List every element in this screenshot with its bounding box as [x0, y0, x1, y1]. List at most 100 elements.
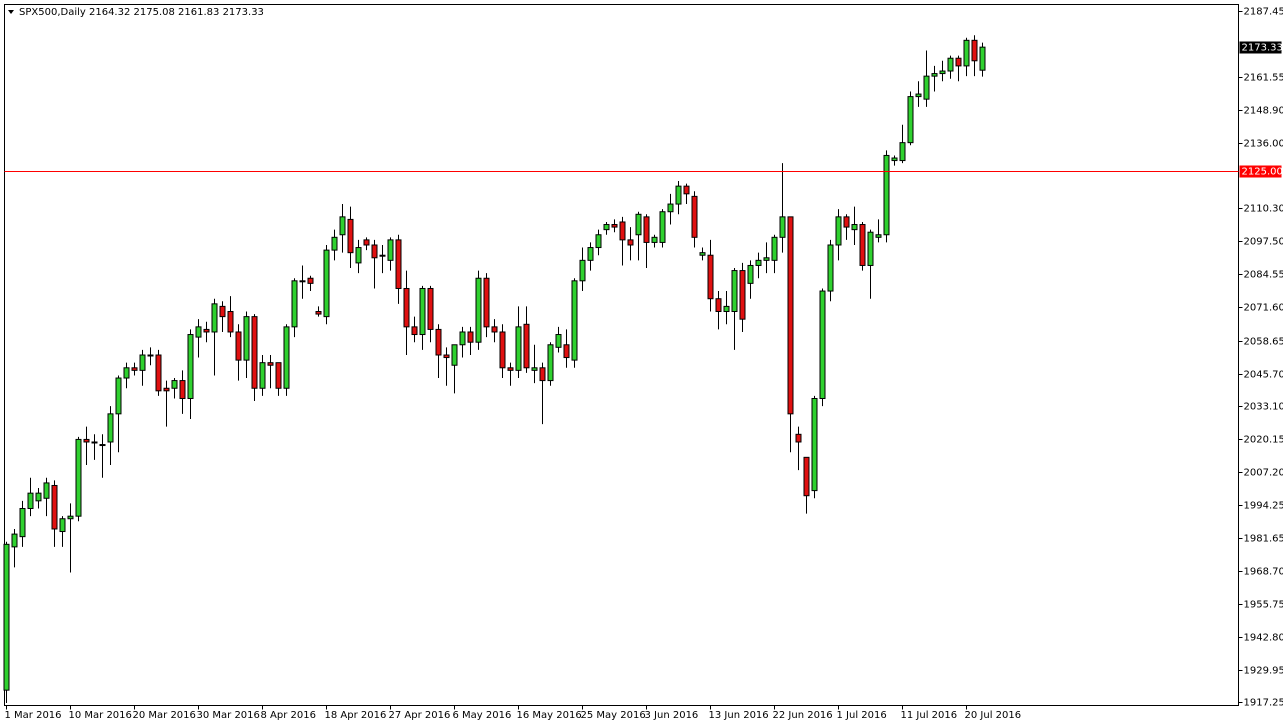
candle-body	[891, 157, 898, 162]
candle-body	[915, 93, 922, 98]
candle-body	[843, 216, 850, 228]
plot-frame	[4, 4, 1239, 706]
candle-body	[619, 221, 626, 241]
candle-body	[347, 218, 354, 254]
candle-body	[219, 305, 226, 318]
candle-body	[243, 316, 250, 361]
candle-body	[419, 287, 426, 336]
candle-body	[763, 257, 770, 261]
candle-body	[819, 290, 826, 399]
x-tick-label: 22 Jun 2016	[773, 710, 833, 721]
candle-body	[683, 185, 690, 195]
candle-body	[923, 75, 930, 100]
x-tick-label: 30 Mar 2016	[197, 710, 260, 721]
x-tick-label: 18 Apr 2016	[325, 710, 387, 721]
candle-body	[635, 213, 642, 236]
candle-body	[467, 331, 474, 343]
candle-body	[779, 216, 786, 238]
candle-body	[603, 224, 610, 231]
candle-body	[715, 298, 722, 313]
candle-body	[827, 244, 834, 292]
candle-body	[131, 367, 138, 371]
candle-body	[515, 326, 522, 371]
y-tick-label: 1942.80	[1244, 633, 1283, 644]
candle-body	[723, 305, 730, 313]
candle-body	[555, 334, 562, 348]
y-tick-label: 2071.60	[1244, 303, 1283, 314]
candle-body	[475, 277, 482, 343]
x-tick-label: 3 Jun 2016	[645, 710, 699, 721]
candle-body	[523, 323, 530, 369]
candle-body	[251, 316, 258, 389]
candle-body	[139, 354, 146, 371]
candle-body	[267, 362, 274, 366]
price-label: 2173.33	[1242, 43, 1283, 54]
candle-body	[91, 441, 98, 444]
y-tick-label: 2110.30	[1244, 204, 1283, 215]
x-tick-label: 11 Jul 2016	[901, 710, 958, 721]
candle-body	[451, 344, 458, 366]
candle-body	[571, 280, 578, 361]
candle-body	[379, 254, 386, 257]
candle-body	[3, 543, 10, 691]
candle-body	[363, 239, 370, 246]
candle-body	[803, 456, 810, 497]
candle-body	[979, 46, 986, 71]
candle-body	[731, 270, 738, 313]
y-tick-label: 2045.70	[1244, 370, 1283, 381]
candle-body	[403, 287, 410, 328]
candle-body	[299, 280, 306, 283]
candle-body	[659, 211, 666, 243]
candle-body	[963, 39, 970, 67]
candle-body	[755, 259, 762, 266]
candle-body	[955, 57, 962, 67]
x-tick-label: 8 Apr 2016	[261, 710, 316, 721]
x-tick-label: 27 Apr 2016	[389, 710, 451, 721]
candle-body	[163, 387, 170, 392]
candle-body	[99, 444, 106, 447]
candle-body	[579, 259, 586, 282]
candle-body	[867, 231, 874, 266]
candle-body	[427, 287, 434, 330]
candle-body	[627, 239, 634, 246]
candle-body	[563, 344, 570, 359]
candle-body	[483, 277, 490, 328]
candle-body	[947, 57, 954, 72]
candle-body	[491, 326, 498, 333]
candle-body	[67, 515, 74, 520]
candle-body	[395, 239, 402, 289]
x-tick-label: 20 Mar 2016	[133, 710, 196, 721]
candle-body	[411, 326, 418, 336]
candle-body	[123, 367, 130, 379]
candle-body	[787, 216, 794, 415]
candle-body	[611, 224, 618, 228]
candle-body	[643, 216, 650, 243]
candle-body	[907, 96, 914, 144]
candle-body	[43, 482, 50, 499]
level-label: 2125.00	[1242, 167, 1283, 178]
candle-body	[971, 39, 978, 62]
candle-body	[771, 236, 778, 261]
candle-body	[699, 252, 706, 256]
candle-body	[283, 326, 290, 389]
y-tick-label: 1981.65	[1244, 534, 1283, 545]
candle-body	[291, 280, 298, 328]
y-tick-label: 1968.70	[1244, 567, 1283, 578]
candle-body	[19, 508, 26, 538]
candle-body	[539, 367, 546, 382]
candle-body	[851, 224, 858, 231]
candle-body	[875, 234, 882, 238]
candle-body	[595, 234, 602, 249]
candle-body	[587, 247, 594, 261]
price-label-box	[1239, 41, 1282, 54]
candle-body	[691, 195, 698, 238]
candle-body	[747, 264, 754, 284]
candle-body	[675, 185, 682, 205]
candle-body	[739, 270, 746, 320]
chart-title: SPX500,Daily 2164.32 2175.08 2161.83 217…	[19, 7, 264, 18]
candle-body	[707, 254, 714, 300]
candle-body	[155, 354, 162, 392]
candle-body	[235, 331, 242, 361]
